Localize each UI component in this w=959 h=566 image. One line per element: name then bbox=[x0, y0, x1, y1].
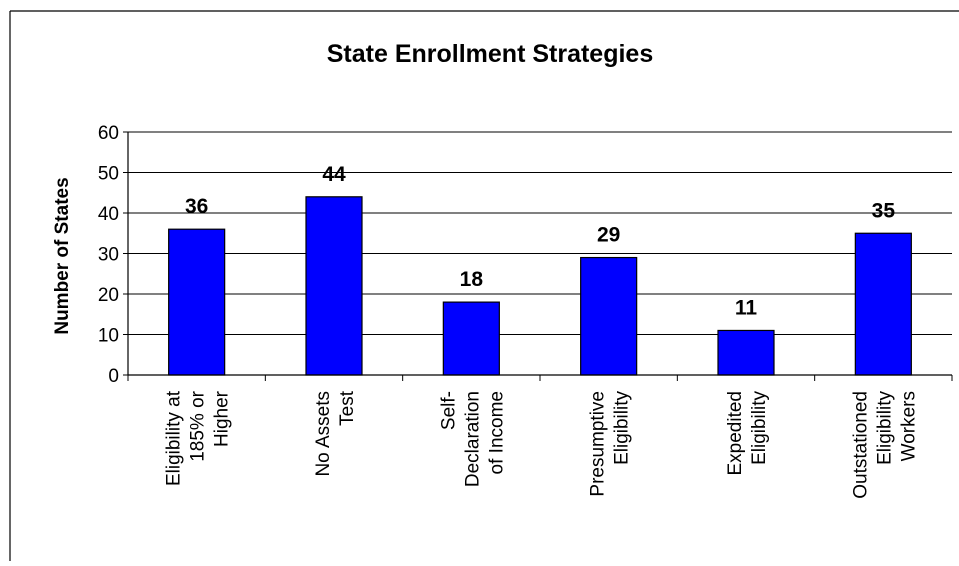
bar bbox=[442, 301, 500, 376]
x-category-label-line: Expedited bbox=[725, 391, 746, 476]
labels: 0 10 20 30 40 50 60 36 Eligibility at 185% or High… bbox=[98, 123, 919, 499]
y-axis-title: Number of States bbox=[52, 177, 73, 334]
x-category-label: Eligibility at 185% or Higher bbox=[164, 390, 233, 486]
bar bbox=[580, 256, 638, 376]
data-label: 11 bbox=[735, 296, 758, 319]
y-tick-label: 10 bbox=[98, 326, 119, 347]
x-category-label-line: Self- bbox=[438, 391, 459, 430]
x-category-label-line: 185% or bbox=[188, 390, 209, 461]
data-label: 18 bbox=[460, 268, 484, 291]
gridlines bbox=[128, 131, 952, 335]
chart-title: State Enrollment Strategies bbox=[327, 40, 653, 68]
bar bbox=[854, 232, 912, 376]
x-category-label-line: Eligibility at bbox=[164, 390, 185, 486]
y-tick-label: 40 bbox=[98, 204, 119, 225]
bar bbox=[305, 196, 363, 376]
data-label: 35 bbox=[872, 199, 896, 222]
bar-series bbox=[168, 196, 912, 376]
data-label: 36 bbox=[185, 195, 208, 218]
x-category-label-line: Test bbox=[337, 390, 358, 426]
x-category-label-line: Higher bbox=[212, 390, 233, 447]
y-tick-label: 30 bbox=[98, 245, 119, 266]
x-category-label-line: Presumptive bbox=[588, 391, 609, 497]
bar bbox=[717, 329, 775, 376]
x-category-label-line: Eligibility bbox=[874, 391, 895, 465]
x-category-label-line: Eligibility bbox=[749, 391, 770, 465]
y-tick-label: 50 bbox=[98, 164, 119, 185]
x-category-label-line: Declaration bbox=[462, 391, 483, 487]
x-category-label-line: Eligibility bbox=[612, 391, 633, 465]
x-category-label: No Assets Test bbox=[313, 390, 358, 476]
x-category-label-line: of Income bbox=[486, 391, 507, 474]
x-category-label-line: No Assets bbox=[313, 391, 334, 477]
y-tick-label: 20 bbox=[98, 285, 119, 306]
x-category-label: Outstationed Eligibility Workers bbox=[850, 391, 919, 499]
x-category-label: Presumptive Eligibility bbox=[588, 391, 633, 497]
x-category-label: Self- Declaration of Income bbox=[438, 391, 507, 487]
data-label: 29 bbox=[597, 224, 620, 247]
x-category-label: Expedited Eligibility bbox=[725, 391, 770, 476]
y-tick-label: 0 bbox=[108, 366, 119, 387]
x-category-label-line: Workers bbox=[898, 391, 919, 461]
x-category-label-line: Outstationed bbox=[850, 391, 871, 499]
axes bbox=[123, 131, 953, 381]
y-tick-label: 60 bbox=[98, 123, 119, 144]
data-label: 44 bbox=[322, 163, 346, 186]
bar bbox=[168, 228, 226, 376]
